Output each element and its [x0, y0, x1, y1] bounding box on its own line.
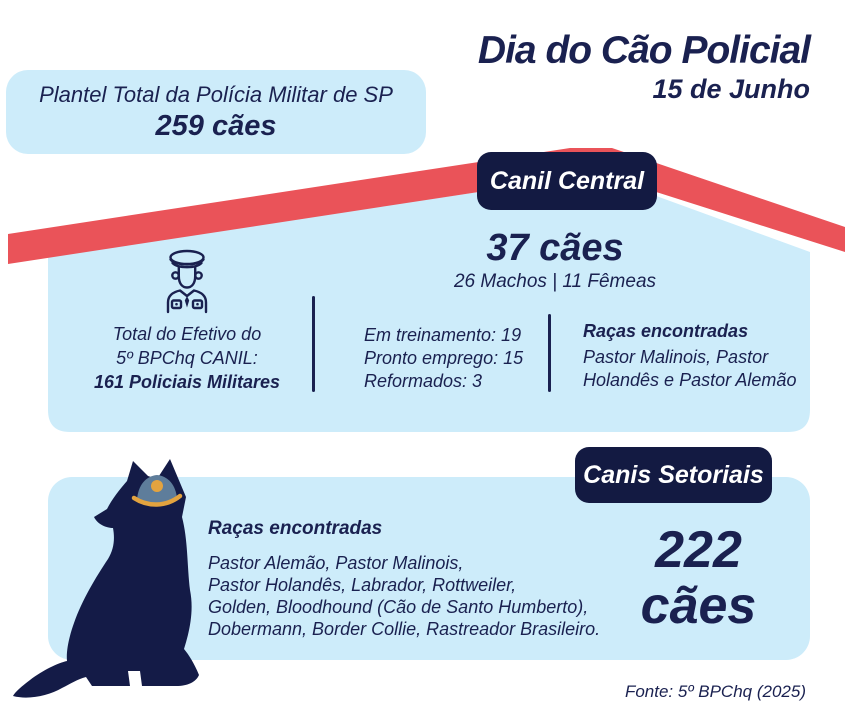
canil-central-gender-split: 26 Machos | 11 Fêmeas	[453, 271, 657, 292]
canil-central-badge: Canil Central	[477, 152, 657, 210]
canis-setoriais-badge: Canis Setoriais	[575, 447, 772, 503]
canis-setoriais-badge-label: Canis Setoriais	[583, 460, 764, 489]
canis-setoriais-total-count: 222 cães	[626, 522, 771, 634]
total-count-label: cães	[640, 577, 757, 635]
plantel-total-label: Plantel Total da Polícia Militar de SP	[39, 82, 393, 107]
status-line-reformados: Reformados: 3	[364, 371, 483, 391]
canil-central-breeds-line: Holandês e Pastor Alemão	[583, 370, 797, 390]
canis-setoriais-breeds-line: Pastor Alemão, Pastor Malinois,	[208, 553, 464, 573]
page-title-block: Dia do Cão Policial 15 de Junho	[477, 28, 811, 105]
vertical-divider-right	[548, 314, 551, 392]
dog-cap-visor	[131, 493, 183, 507]
canis-setoriais-breeds-line: Golden, Bloodhound (Cão de Santo Humbert…	[208, 597, 589, 617]
canil-central-breeds-title: Raças encontradas	[583, 321, 749, 341]
plantel-total-count: 259 cães	[155, 110, 277, 142]
police-dog-silhouette-icon	[13, 459, 199, 698]
canil-central-breeds-line: Pastor Malinois, Pastor	[583, 347, 769, 367]
plantel-total-box: Plantel Total da Polícia Militar de SP 2…	[6, 70, 426, 154]
dog-cap-emblem	[151, 480, 163, 492]
efetivo-line-1: Total do Efetivo do	[112, 324, 262, 344]
vertical-divider-left	[312, 296, 315, 392]
canis-setoriais-breeds-line: Dobermann, Border Collie, Rastreador Bra…	[208, 619, 601, 639]
police-officer-icon	[166, 249, 208, 314]
canil-central-breeds-block: Raças encontradas Pastor Malinois, Pasto…	[583, 320, 796, 392]
efetivo-line-3: 161 Policiais Militares	[93, 372, 281, 392]
page-subtitle-date: 15 de Junho	[652, 74, 810, 104]
status-line-treinamento: Em treinamento: 19	[364, 325, 522, 345]
canil-central-badge-label: Canil Central	[489, 166, 645, 195]
canis-setoriais-breeds-line: Pastor Holandês, Labrador, Rottweiler,	[208, 575, 517, 595]
efetivo-text-block: Total do Efetivo do 5º BPChq CANIL: 161 …	[80, 322, 294, 394]
canis-setoriais-breeds-title: Raças encontradas	[208, 518, 383, 539]
page-title: Dia do Cão Policial	[477, 29, 811, 72]
status-line-pronto-emprego: Pronto emprego: 15	[364, 348, 524, 368]
canil-central-total-count: 37 cães	[486, 227, 624, 269]
efetivo-line-2: 5º BPChq CANIL:	[116, 348, 258, 368]
canis-setoriais-breeds-block: Raças encontradas Pastor Alemão, Pastor …	[208, 518, 600, 640]
dog-status-list: Em treinamento: 19 Pronto emprego: 15 Re…	[364, 324, 523, 393]
source-note: Fonte: 5º BPChq (2025)	[624, 682, 806, 701]
total-count-number: 222	[655, 521, 742, 579]
